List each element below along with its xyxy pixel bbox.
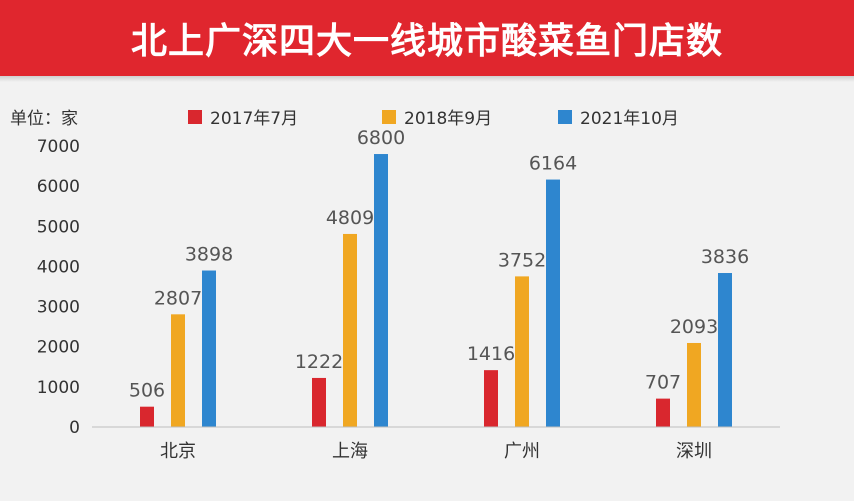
value-label-2-0: 3898 (185, 244, 233, 266)
x-tick-label-2: 广州 (504, 441, 540, 462)
x-tick-label-1: 上海 (332, 441, 368, 462)
y-tick-label-4: 4000 (37, 257, 80, 277)
legend-label-2018: 2018年9月 (404, 109, 493, 129)
bar-2-1 (374, 154, 388, 427)
legend: 2017年7月 2018年9月 2021年10月 (0, 104, 854, 129)
unit-label: 单位：家 (10, 109, 78, 129)
bar-2-3 (718, 273, 732, 427)
y-tick-label-7: 7000 (37, 137, 80, 157)
bar-0-1 (312, 377, 326, 427)
y-tick-label-5: 5000 (37, 217, 80, 237)
value-label-2-1: 6800 (357, 127, 405, 149)
value-label-1-1: 4809 (326, 207, 374, 229)
value-label-0-3: 707 (645, 372, 681, 394)
bar-0-2 (484, 370, 498, 427)
x-axis: 北京 上海 广州 深圳 (92, 426, 780, 462)
value-label-1-0: 2807 (154, 287, 202, 309)
banner-shadow (0, 76, 854, 82)
value-label-1-3: 2093 (670, 316, 718, 338)
bar-1-0 (171, 314, 185, 427)
legend-swatch-2018 (382, 109, 396, 124)
bar-1-2 (515, 276, 529, 427)
legend-swatch-2021 (558, 109, 572, 124)
value-label-0-1: 1222 (295, 351, 343, 373)
title-banner: 北上广深四大一线城市酸菜鱼门店数 (0, 0, 854, 76)
chart-title: 北上广深四大一线城市酸菜鱼门店数 (130, 21, 723, 62)
y-tick-label-2: 2000 (37, 338, 80, 358)
bar-1-3 (687, 342, 701, 427)
legend-swatch-2017 (188, 109, 202, 124)
legend-item-2017: 2017年7月 (188, 104, 298, 129)
y-axis: 0 1000 2000 3000 4000 5000 6000 7000 (37, 137, 80, 438)
y-tick-label-0: 0 (69, 418, 80, 438)
bars (140, 154, 732, 427)
x-tick-label-3: 深圳 (676, 441, 712, 462)
bar-2-2 (546, 179, 560, 427)
legend-item-2021: 2021年10月 (558, 104, 679, 129)
legend-label-2021: 2021年10月 (580, 109, 679, 129)
y-tick-label-6: 6000 (37, 177, 80, 197)
bar-2-0 (202, 270, 216, 427)
y-tick-label-1: 1000 (37, 378, 80, 398)
x-tick-label-0: 北京 (160, 441, 196, 462)
value-labels: 506 2807 3898 1222 4809 6800 1416 3752 6164 707 20… (129, 127, 749, 402)
legend-item-2018: 2018年9月 (382, 104, 492, 129)
legend-label-2017: 2017年7月 (210, 109, 299, 129)
value-label-2-2: 6164 (529, 153, 577, 175)
value-label-0-2: 1416 (467, 343, 515, 365)
bar-0-0 (140, 406, 154, 427)
value-label-0-0: 506 (129, 380, 165, 402)
y-tick-label-3: 3000 (37, 298, 80, 318)
bar-1-1 (343, 233, 357, 427)
value-label-2-3: 3836 (701, 246, 749, 268)
value-label-1-2: 3752 (498, 249, 546, 271)
bar-0-3 (656, 398, 670, 427)
